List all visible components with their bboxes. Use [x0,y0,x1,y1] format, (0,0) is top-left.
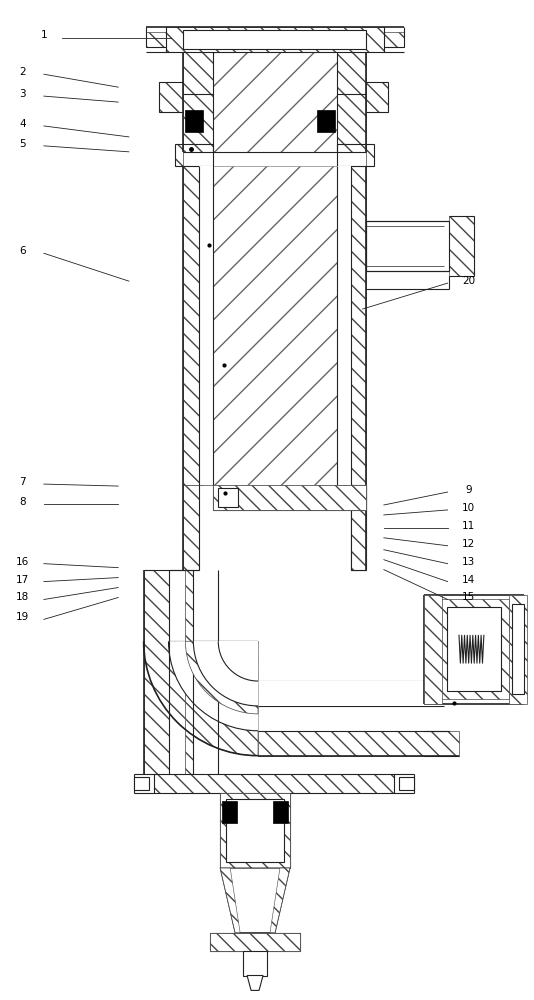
Bar [258,681,439,706]
Bar [184,52,213,152]
Bar [336,166,350,485]
Text: 10: 10 [462,503,475,513]
Text: 20: 20 [462,276,475,286]
Bar [220,793,290,868]
Bar [258,731,459,756]
Bar [176,144,184,166]
Bar [439,599,509,699]
Wedge shape [193,641,258,706]
Bar [213,52,336,152]
Bar [512,604,524,694]
Text: 17: 17 [16,575,29,585]
Polygon shape [220,868,240,933]
Bar [185,110,203,132]
Bar [366,144,374,166]
Text: 6: 6 [19,246,26,256]
Bar [273,801,288,823]
Bar [210,933,300,951]
Bar [144,570,169,774]
Bar [199,166,213,485]
Bar [350,485,366,570]
Wedge shape [193,641,258,706]
Bar [222,801,237,823]
Wedge shape [193,641,258,706]
Bar [317,110,335,132]
Bar [447,607,501,691]
Bar [213,166,336,485]
Text: 2: 2 [19,67,26,77]
Text: 3: 3 [19,89,26,99]
Text: 12: 12 [462,539,475,549]
Text: 5: 5 [19,139,26,149]
Wedge shape [215,641,258,684]
Bar [184,166,213,485]
Polygon shape [247,976,263,990]
Bar [226,799,284,862]
Text: 13: 13 [462,557,475,567]
Wedge shape [169,641,258,731]
Bar [509,595,527,704]
Bar [154,774,394,793]
Bar [213,485,366,510]
Bar [166,27,384,52]
Bar [134,777,148,790]
Bar [243,951,267,976]
Bar [218,488,238,507]
Wedge shape [144,641,258,756]
Text: 15: 15 [462,592,475,602]
Bar [184,485,199,570]
Text: 8: 8 [19,497,26,507]
Text: 4: 4 [19,119,26,129]
Text: 7: 7 [19,477,26,487]
Text: 9: 9 [466,485,472,495]
Bar [350,485,366,570]
Text: 19: 19 [16,612,29,622]
Bar [366,82,388,112]
Text: 14: 14 [462,575,475,585]
Bar [384,32,404,47]
Text: 1: 1 [41,30,47,40]
Polygon shape [220,868,290,933]
Bar [336,52,366,152]
Bar [159,82,184,112]
Text: 18: 18 [16,592,29,602]
Text: 16: 16 [16,557,29,567]
Wedge shape [185,641,258,714]
Polygon shape [270,868,290,933]
Bar [399,777,414,790]
Bar [185,570,193,774]
Bar [184,30,366,49]
Text: 11: 11 [462,521,475,531]
Bar [146,32,166,47]
Bar [336,166,366,485]
Bar [366,221,449,271]
Bar [424,595,442,704]
Bar [449,216,474,276]
